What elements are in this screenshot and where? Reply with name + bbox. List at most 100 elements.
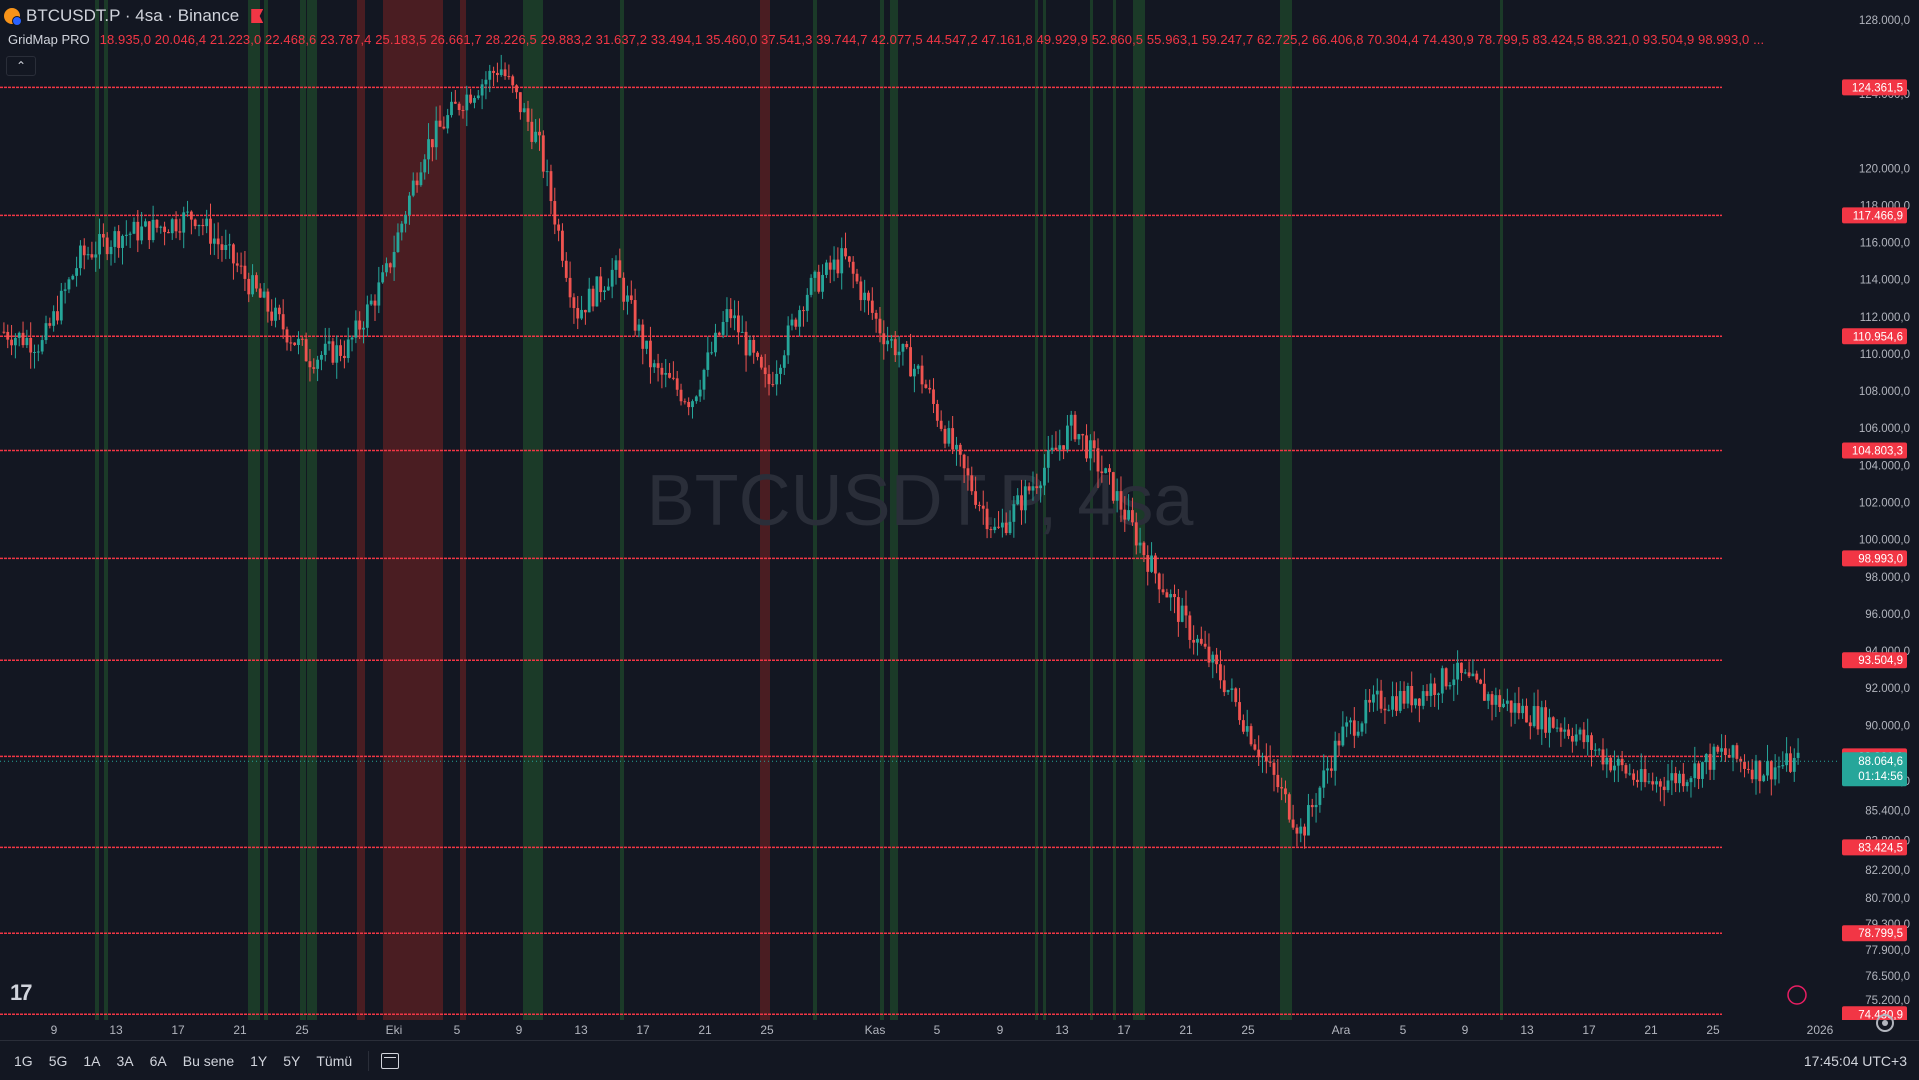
- candle-body: [1230, 688, 1234, 690]
- range-button-5g[interactable]: 5G: [48, 1052, 68, 1069]
- candle: [1636, 770, 1639, 788]
- candle-body: [1058, 445, 1062, 450]
- candle-body: [232, 244, 235, 264]
- level-price-label[interactable]: [1842, 652, 1907, 669]
- candle-body: [702, 369, 706, 390]
- level-price-label[interactable]: [1842, 550, 1907, 567]
- level-price-label[interactable]: [1842, 839, 1907, 856]
- candle: [339, 339, 342, 362]
- price-scale[interactable]: 128.000,0124.000,0120.000,0118.000,0116.…: [1787, 0, 1919, 1040]
- price-tick: 110.000,0: [1860, 349, 1910, 361]
- range-button-bu-sene[interactable]: Bu sene: [182, 1052, 235, 1069]
- level-price-label[interactable]: [1842, 207, 1907, 224]
- indicator-legend[interactable]: GridMap PRO 18.935,0 20.046,4 21.223,0 2…: [8, 32, 1764, 50]
- range-button-tümü[interactable]: Tümü: [316, 1052, 353, 1069]
- level-price-label[interactable]: [1842, 79, 1907, 96]
- price-tick: 82.200,0: [1865, 865, 1910, 877]
- candle-body: [1379, 690, 1383, 709]
- time-tick: 13: [1520, 1023, 1534, 1037]
- candle: [928, 379, 932, 394]
- candle-body: [1012, 504, 1016, 522]
- candle: [675, 370, 679, 397]
- candle-body: [1528, 722, 1532, 727]
- candle: [1452, 663, 1456, 702]
- candle: [759, 354, 763, 370]
- candle: [568, 261, 572, 308]
- candle: [450, 91, 453, 118]
- collapse-legend-button[interactable]: ⌃: [6, 56, 36, 76]
- candle-body: [132, 221, 136, 234]
- time-tick: 25: [1706, 1023, 1720, 1037]
- candle: [974, 476, 978, 509]
- indicator-values: 18.935,0 20.046,4 21.223,0 22.468,6 23.7…: [99, 32, 1765, 47]
- candle: [1092, 431, 1096, 463]
- flag-icon[interactable]: [251, 9, 264, 23]
- candle: [232, 243, 235, 280]
- candle: [1104, 467, 1108, 474]
- range-button-1y[interactable]: 1Y: [250, 1052, 268, 1069]
- range-button-3a[interactable]: 3A: [116, 1052, 134, 1069]
- candle: [1253, 739, 1257, 751]
- candle: [166, 229, 170, 234]
- candle: [1134, 512, 1138, 555]
- candle: [266, 288, 270, 323]
- lightning-icon[interactable]: [1787, 985, 1807, 1005]
- candle-body: [989, 529, 993, 531]
- current-price-text: 88.064,6: [1858, 756, 1903, 768]
- candle: [721, 311, 725, 339]
- candlestick-chart[interactable]: BTCUSDT.P, 4sa 128.000,0124.000,0120.000…: [0, 0, 1919, 1040]
- candle: [1693, 746, 1697, 788]
- candle-body: [1517, 703, 1521, 714]
- candle-body: [1157, 573, 1161, 590]
- candle: [1123, 496, 1127, 532]
- candle: [189, 210, 193, 235]
- candle-body: [1065, 425, 1069, 450]
- symbol-title[interactable]: BTCUSDT.P · 4sa · Binance: [26, 6, 240, 25]
- tradingview-logo[interactable]: 17: [10, 980, 33, 1005]
- candle-body: [224, 244, 228, 251]
- candle: [1720, 734, 1723, 762]
- candle-body: [1276, 774, 1280, 788]
- symbol-header[interactable]: BTCUSDT.P · 4sa · Binance: [4, 4, 264, 28]
- level-price-label[interactable]: [1842, 925, 1907, 942]
- level-price-label[interactable]: [1842, 442, 1907, 459]
- session-band: [620, 0, 624, 1020]
- candle: [423, 154, 427, 180]
- candle-body: [1008, 521, 1012, 534]
- time-tick: 5: [934, 1023, 941, 1037]
- candle: [13, 333, 17, 359]
- candle-body: [1268, 761, 1272, 763]
- price-tick: 75.200,0: [1865, 995, 1910, 1007]
- clock[interactable]: 17:45:04 UTC+3: [1803, 1052, 1907, 1069]
- candle-body: [1601, 749, 1605, 765]
- candle-body: [1708, 754, 1712, 770]
- session-band: [1035, 0, 1038, 1020]
- gear-icon[interactable]: [1876, 1014, 1894, 1032]
- level-price-label[interactable]: [1842, 328, 1907, 345]
- candle-body: [56, 311, 59, 321]
- candle-body: [901, 343, 905, 352]
- candle: [1716, 744, 1720, 754]
- candle: [94, 241, 98, 272]
- time-axis[interactable]: 9 13 17 21 25 Eki 5 9 13 17 21 25 Kas 5 9 13 17 21 25 Ara 5 9…: [0, 1020, 1919, 1040]
- candle: [790, 313, 794, 331]
- candle: [1375, 678, 1379, 711]
- candle-body: [847, 256, 851, 262]
- range-button-1g[interactable]: 1G: [14, 1052, 33, 1069]
- candle: [1762, 773, 1766, 783]
- range-button-1a[interactable]: 1A: [83, 1052, 101, 1069]
- candle: [1000, 508, 1004, 538]
- candle: [247, 272, 251, 303]
- range-button-5y[interactable]: 5Y: [283, 1052, 301, 1069]
- indicator-name[interactable]: GridMap PRO: [8, 32, 90, 47]
- candle: [48, 317, 52, 329]
- candle-body: [442, 126, 446, 129]
- candle-body: [1452, 679, 1456, 686]
- candle: [978, 501, 981, 512]
- candle-body: [698, 389, 702, 397]
- candle-body: [905, 343, 909, 348]
- current-price-label[interactable]: [1842, 752, 1907, 787]
- price-tick: 120.000,0: [1859, 163, 1910, 175]
- calendar-icon[interactable]: [381, 1052, 400, 1069]
- range-button-6a[interactable]: 6A: [149, 1052, 167, 1069]
